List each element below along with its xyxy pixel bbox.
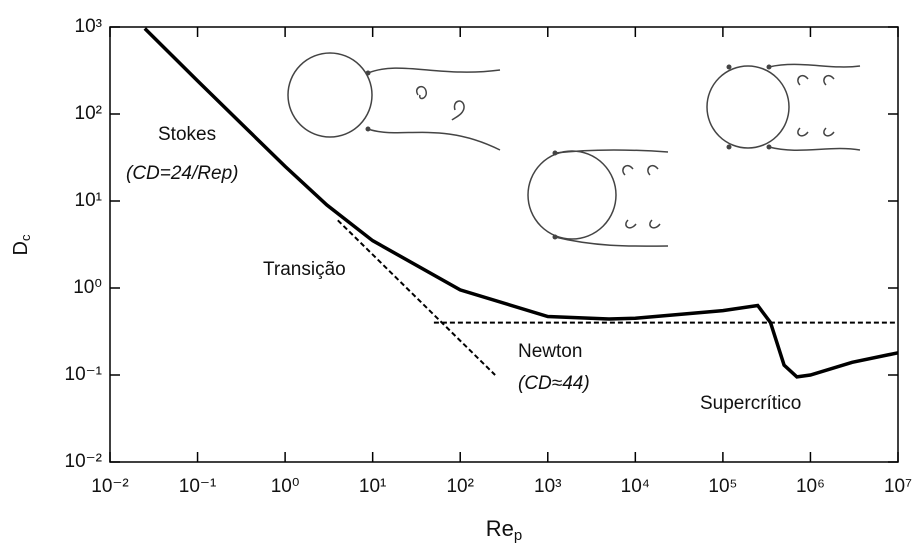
y-tick-label: 10⁻²	[65, 451, 103, 472]
x-tick-label: 10⁵	[708, 476, 737, 497]
x-label-main: Re	[486, 516, 514, 541]
annotation: Stokes	[158, 124, 216, 145]
x-tick-label: 10³	[534, 476, 561, 497]
x-tick-label: 10¹	[359, 476, 386, 497]
x-axis-label: Rep	[486, 516, 522, 544]
annotation: Newton	[518, 341, 582, 362]
x-tick-label: 10⁰	[271, 476, 300, 497]
dashed-line	[337, 219, 496, 376]
y-tick-label: 10³	[75, 16, 102, 37]
curve	[143, 27, 899, 379]
x-tick-label: 10⁷	[884, 476, 912, 497]
annotation: (CD=24/Rep)	[126, 163, 238, 184]
y-axis-label: Dc	[10, 234, 33, 255]
plot-frame	[109, 26, 899, 463]
flow-sketches	[287, 52, 861, 247]
y-label-sub: c	[18, 234, 33, 241]
annotation: (CD≈44)	[518, 373, 590, 394]
x-tick-label: 10⁶	[796, 476, 825, 497]
y-tick-label: 10²	[75, 103, 102, 124]
annotation: Transição	[263, 259, 346, 280]
y-tick-label: 10¹	[75, 190, 102, 211]
y-tick-label: 10⁻¹	[65, 364, 103, 385]
x-tick-label: 10²	[446, 476, 473, 497]
y-label-main: D	[10, 241, 32, 255]
annotation: Supercrítico	[700, 393, 801, 414]
x-label-sub: p	[514, 527, 522, 544]
y-tick-label: 10⁰	[73, 277, 102, 298]
x-tick-label: 10⁻²	[91, 476, 129, 497]
x-tick-label: 10⁻¹	[179, 476, 217, 497]
x-tick-label: 10⁴	[621, 476, 650, 497]
